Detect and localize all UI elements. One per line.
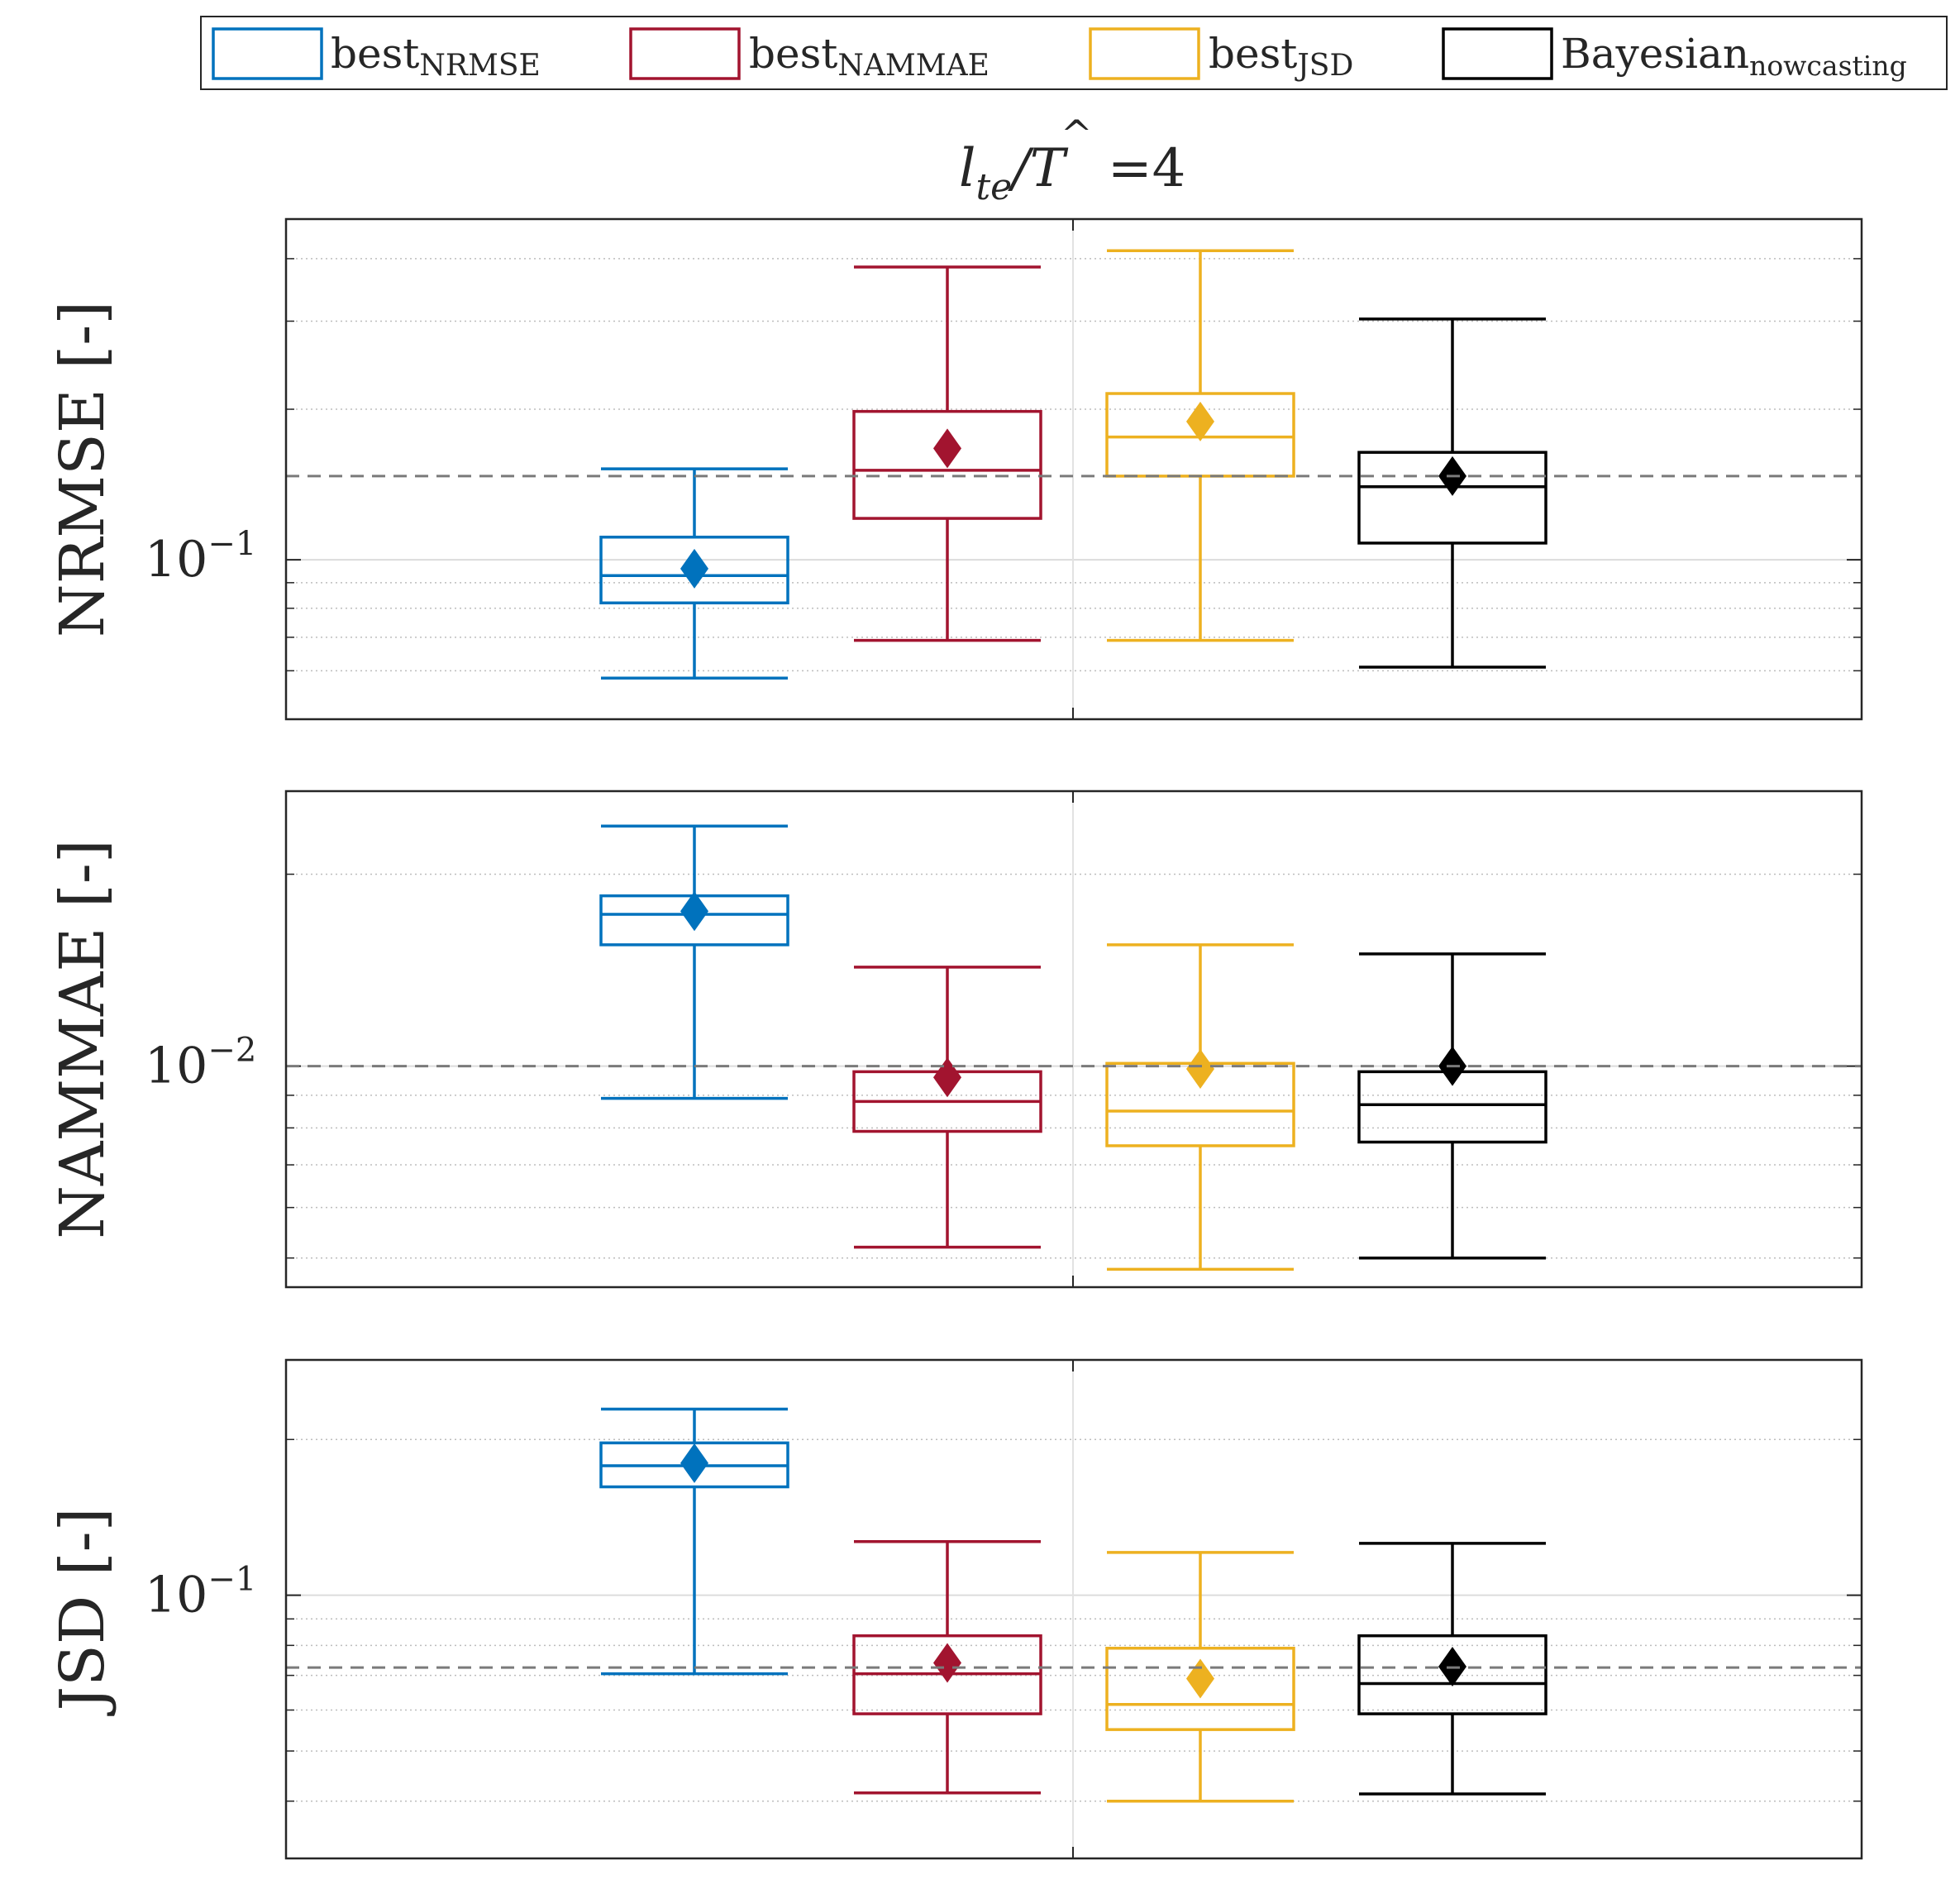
title-l: lte/T — [959, 138, 1069, 208]
chart-title: lte/T ^ =4 — [959, 112, 1185, 208]
panel-3: 10−1 JSD [-] — [47, 1358, 1863, 1860]
box-iqr — [599, 535, 789, 605]
mean-marker — [933, 428, 961, 469]
axes-frame — [284, 217, 1863, 721]
mean-marker — [1186, 1048, 1214, 1089]
box-iqr — [1357, 451, 1547, 545]
box-bayesian-nowcasting — [1357, 317, 1547, 669]
mean-marker — [1186, 401, 1214, 441]
y-axis-label: NRMSE [-] — [47, 301, 118, 637]
legend-label-best-jsd: bestJSD — [1209, 30, 1353, 83]
box-bayesian-nowcasting — [1357, 1542, 1547, 1796]
panels: 10−1 NRMSE [-] 10−2 NAMMAE [-] 10−1 JSD [-] — [47, 217, 1863, 1860]
box-best-nrmse — [599, 467, 789, 680]
legend-swatch-bayesian-nowcasting — [1442, 27, 1553, 80]
legend-frame — [200, 16, 1948, 90]
legend-swatch-best-jsd — [1089, 27, 1200, 80]
mean-marker — [933, 1057, 961, 1098]
legend-label-best-nammae: bestNAMMAE — [749, 30, 990, 83]
panel-1: 10−1 NRMSE [-] — [47, 217, 1863, 721]
box-best-jsd — [1105, 943, 1295, 1271]
axes-frame — [284, 1358, 1863, 1860]
title-eq: =4 — [1108, 138, 1185, 199]
box-best-nrmse — [599, 1407, 789, 1676]
y-tick-label: 10−1 — [145, 525, 256, 589]
y-axis-label: JSD [-] — [47, 1508, 118, 1717]
legend-label-bayesian-nowcasting: Bayesiannowcasting — [1561, 30, 1907, 82]
box-best-nammae — [852, 1539, 1042, 1795]
mean-marker — [680, 548, 708, 589]
box-iqr — [852, 409, 1042, 520]
box-best-nrmse — [599, 824, 789, 1100]
box-best-jsd — [1105, 249, 1295, 642]
box-iqr — [1357, 1634, 1547, 1715]
y-axis-label: NAMMAE [-] — [47, 839, 118, 1238]
legend-swatch-best-nammae — [629, 27, 741, 80]
axes-frame — [284, 789, 1863, 1289]
box-best-nammae — [852, 966, 1042, 1249]
mean-marker — [680, 891, 708, 932]
legend: bestNRMSE bestNAMMAE bestJSD Bayesiannow… — [200, 16, 1948, 90]
y-tick-label: 10−2 — [145, 1032, 256, 1095]
box-bayesian-nowcasting — [1357, 952, 1547, 1260]
y-tick-label: 10−1 — [145, 1561, 256, 1624]
legend-swatch-best-nrmse — [212, 27, 323, 80]
panel-2: 10−2 NAMMAE [-] — [47, 789, 1863, 1289]
box-best-nammae — [852, 265, 1042, 642]
title-hat: ^ — [1061, 112, 1093, 156]
legend-label-best-nrmse: bestNRMSE — [331, 30, 541, 83]
box-iqr — [1105, 1646, 1295, 1731]
mean-marker — [680, 1443, 708, 1483]
box-best-jsd — [1105, 1551, 1295, 1803]
mean-marker — [933, 1643, 961, 1683]
